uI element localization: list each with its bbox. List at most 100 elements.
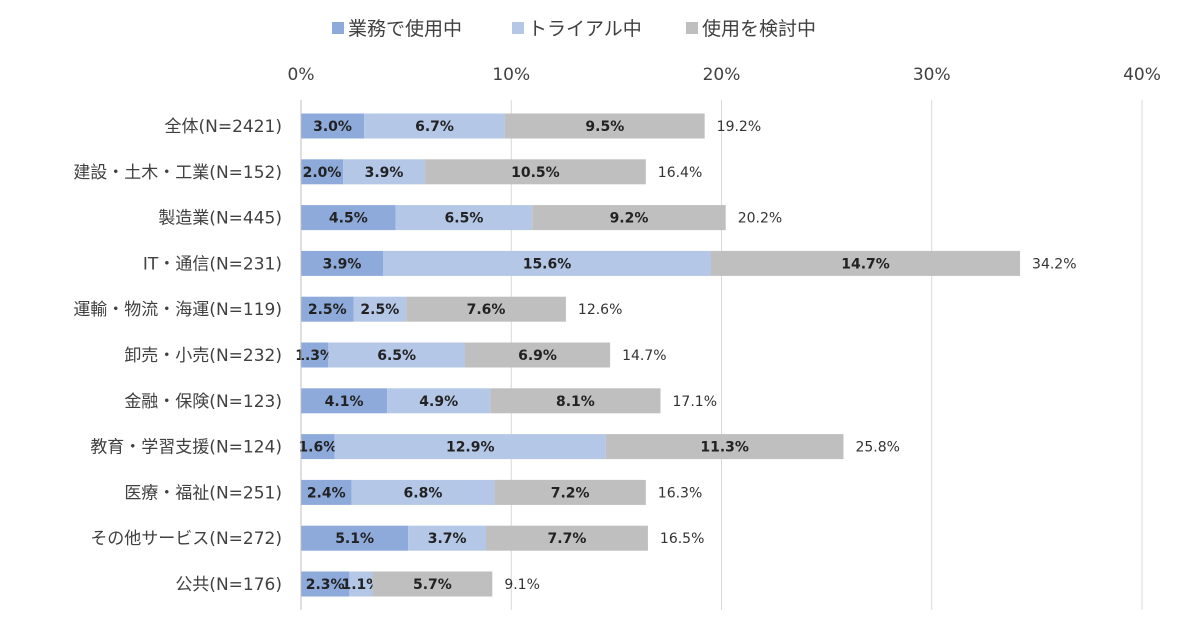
- category-label: 公共(N=176): [175, 575, 282, 595]
- bar-segment: [532, 205, 726, 231]
- segment-label: 11.3%: [700, 440, 749, 456]
- segment-label: 7.7%: [548, 531, 587, 547]
- total-label: 14.7%: [622, 348, 666, 364]
- segment-label: 9.5%: [585, 119, 624, 135]
- total-label: 9.1%: [504, 577, 540, 593]
- bar-segment: [343, 159, 426, 185]
- segment-label: 6.7%: [415, 119, 454, 135]
- legend-swatch: [686, 22, 698, 34]
- bar-segment: [301, 205, 396, 231]
- total-label: 16.3%: [658, 485, 702, 501]
- segment-label: 4.9%: [419, 394, 458, 410]
- category-label: 全体(N=2421): [165, 117, 283, 137]
- bar-segment: [353, 296, 407, 322]
- total-label: 20.2%: [738, 211, 782, 227]
- segment-label: 6.5%: [377, 348, 416, 364]
- bar-segment: [349, 571, 373, 597]
- bar-segment: [301, 388, 388, 414]
- segment-label: 6.8%: [404, 485, 443, 501]
- bar-segment: [486, 525, 648, 551]
- segment-label: 1.3%: [295, 348, 334, 364]
- category-label: 医療・福祉(N=251): [124, 483, 282, 503]
- bar-segment: [301, 571, 350, 597]
- bar-segment: [710, 250, 1021, 276]
- segment-label: 4.1%: [325, 394, 364, 410]
- bar-segment: [372, 571, 493, 597]
- total-label: 34.2%: [1032, 256, 1076, 272]
- segment-label: 1.1%: [342, 577, 381, 593]
- segment-label: 2.0%: [303, 165, 342, 181]
- segment-label: 2.4%: [307, 485, 346, 501]
- x-tick-label: 20%: [703, 65, 741, 85]
- bar-segment: [301, 113, 365, 139]
- segment-label: 6.5%: [445, 211, 484, 227]
- segment-label: 7.2%: [551, 485, 590, 501]
- segment-label: 3.9%: [365, 165, 404, 181]
- bar-segment: [301, 434, 335, 460]
- bar-segment: [301, 250, 383, 276]
- segment-label: 2.5%: [308, 302, 347, 318]
- bar-segment: [395, 205, 533, 231]
- x-tick-label: 40%: [1123, 65, 1161, 85]
- bar-segment: [605, 434, 844, 460]
- segment-label: 3.0%: [313, 119, 352, 135]
- legend-label: トライアル中: [528, 18, 642, 40]
- bar-segment: [464, 342, 611, 368]
- segment-label: 15.6%: [523, 256, 572, 272]
- total-label: 16.5%: [660, 531, 704, 547]
- legend-swatch: [512, 22, 524, 34]
- legend-label: 使用を検討中: [702, 18, 816, 40]
- segment-label: 3.7%: [428, 531, 467, 547]
- segment-label: 6.9%: [518, 348, 557, 364]
- segment-label: 8.1%: [556, 394, 595, 410]
- bar-segment: [387, 388, 491, 414]
- bar-segment: [382, 250, 711, 276]
- segment-label: 7.6%: [467, 302, 506, 318]
- bars: 3.0% 6.7% 9.5% 19.2% 2.0% 3.9% 10.5% 16.4% 4.5% 6…: [295, 113, 1077, 597]
- total-label: 25.8%: [855, 440, 899, 456]
- total-label: 19.2%: [717, 119, 761, 135]
- category-label: 卸売・小売(N=232): [124, 346, 282, 366]
- bar-segment: [301, 159, 344, 185]
- bar-segment: [425, 159, 646, 185]
- category-label: その他サービス(N=272): [90, 529, 282, 549]
- bar-segment: [504, 113, 705, 139]
- x-tick-label: 30%: [913, 65, 951, 85]
- category-label: 教育・学習支援(N=124): [90, 438, 282, 458]
- category-label: 製造業(N=445): [158, 209, 282, 229]
- bar-segment: [406, 296, 566, 322]
- bar-segment: [408, 525, 487, 551]
- bar-segment: [301, 296, 354, 322]
- segment-label: 14.7%: [841, 256, 890, 272]
- category-label: IT・通信(N=231): [143, 254, 282, 274]
- segment-label: 1.6%: [298, 440, 337, 456]
- legend: 業務で使用中 トライアル中 使用を検討中: [332, 18, 816, 40]
- total-label: 16.4%: [658, 165, 702, 181]
- segment-label: 10.5%: [511, 165, 560, 181]
- segment-label: 3.9%: [323, 256, 362, 272]
- segment-label: 5.1%: [335, 531, 374, 547]
- bar-segment: [301, 525, 409, 551]
- x-axis-ticks: 0% 10% 20% 30% 40%: [288, 65, 1161, 85]
- segment-label: 9.2%: [610, 211, 649, 227]
- bar-segment: [351, 479, 495, 505]
- category-labels: 全体(N=2421) 建設・土木・工業(N=152) 製造業(N=445) IT・通信…: [73, 117, 282, 595]
- category-label: 運輸・物流・海運(N=119): [73, 300, 282, 320]
- x-tick-label: 0%: [288, 65, 315, 85]
- legend-label: 業務で使用中: [348, 18, 462, 40]
- segment-label: 2.3%: [306, 577, 345, 593]
- category-label: 金融・保険(N=123): [124, 392, 282, 412]
- segment-label: 2.5%: [360, 302, 399, 318]
- segment-label: 12.9%: [446, 440, 495, 456]
- x-tick-label: 10%: [492, 65, 530, 85]
- bar-segment: [494, 479, 646, 505]
- segment-label: 4.5%: [329, 211, 368, 227]
- bar-segment: [334, 434, 606, 460]
- bar-segment: [301, 342, 329, 368]
- legend-swatch: [332, 22, 344, 34]
- total-label: 12.6%: [578, 302, 622, 318]
- bar-segment: [328, 342, 465, 368]
- bar-segment: [301, 479, 352, 505]
- bar-segment: [364, 113, 505, 139]
